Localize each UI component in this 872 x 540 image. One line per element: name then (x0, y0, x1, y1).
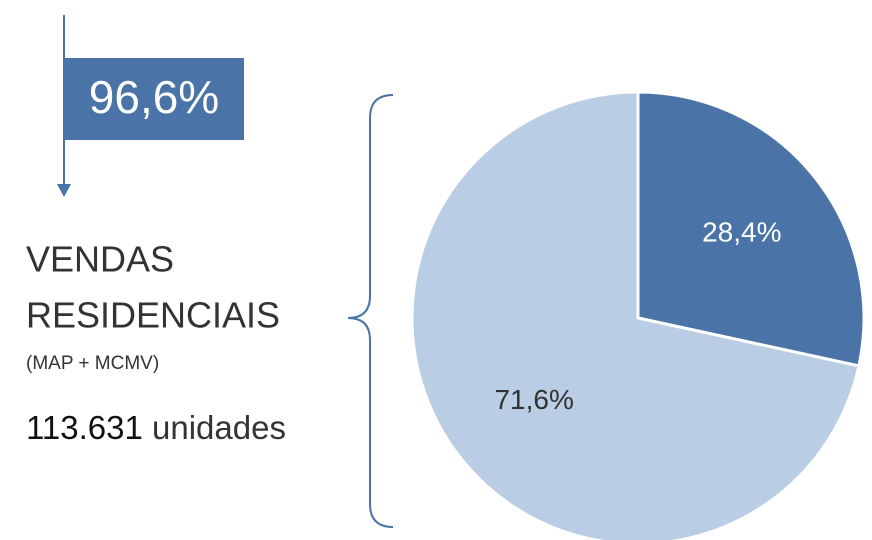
title-line: VENDAS (26, 239, 174, 280)
pie-slice (410, 90, 861, 540)
arrow-head (57, 184, 71, 197)
total-number: 113.631 (26, 409, 143, 446)
slice-label: 71,6% (494, 384, 573, 415)
subtitle: (MAP + MCMV) (26, 353, 159, 374)
total-unit: unidades (152, 409, 286, 446)
title-line: RESIDENCIAIS (26, 295, 280, 336)
pie-slice (636, 90, 866, 368)
badge (64, 58, 244, 140)
brace (347, 94, 394, 528)
total: 113.631 unidades (26, 409, 286, 446)
badge-label: 96,6% (89, 71, 219, 123)
slice-label: 28,4% (702, 217, 781, 248)
